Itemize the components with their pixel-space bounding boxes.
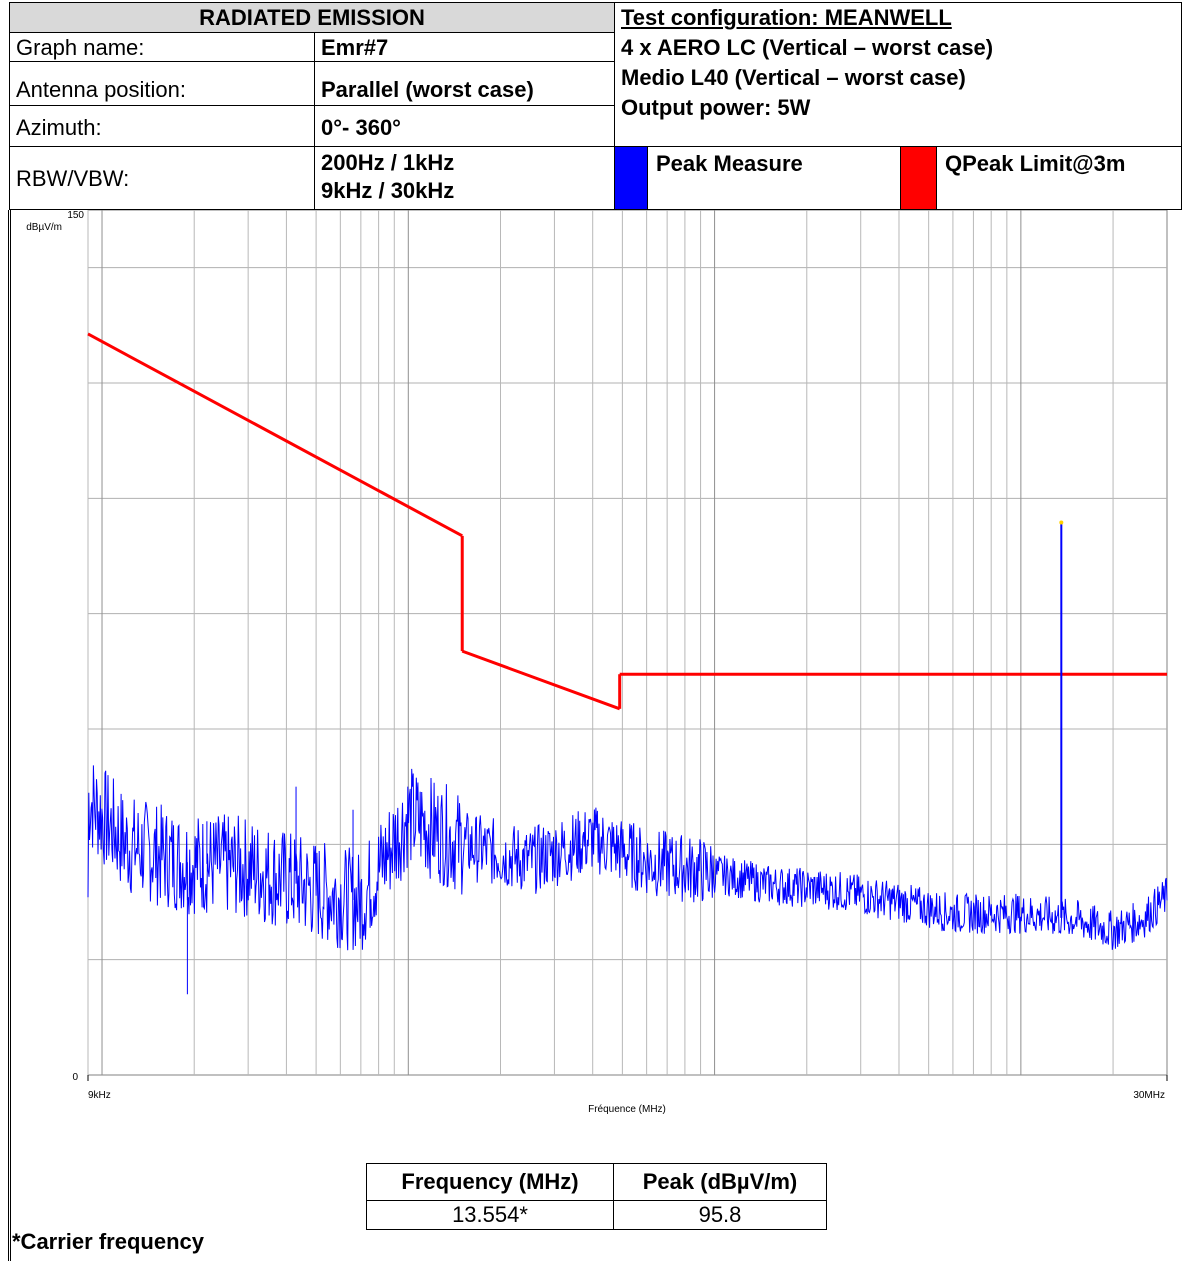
limit-line <box>87 332 1167 711</box>
rbw-vbw-value-line-2: 9kHz / 30kHz <box>321 178 455 203</box>
rbw-vbw-label: RBW/VBW: <box>9 146 315 210</box>
graph-name-value: Emr#7 <box>314 32 615 62</box>
test-configuration-line-1: 4 x AERO LC (Vertical – worst case) <box>621 35 994 60</box>
chart-grid <box>87 210 1168 1081</box>
emission-chart: 150 dBµV/m 0 9kHz 30MHz Fréquence (MHz) <box>26 210 1168 1115</box>
report-frame-border <box>8 210 1182 1261</box>
test-configuration-line-2: Medio L40 (Vertical – worst case) <box>621 65 966 90</box>
y-tick-top: 150 <box>67 210 84 221</box>
y-tick-bottom: 0 <box>72 1072 78 1083</box>
footnote: *Carrier frequency <box>12 1229 204 1254</box>
legend-swatch-peak <box>614 146 648 210</box>
test-configuration: Test configuration: MEANWELL 4 x AERO LC… <box>614 2 1182 147</box>
x-axis-label: Fréquence (MHz) <box>588 1104 666 1115</box>
azimuth-label: Azimuth: <box>9 105 315 147</box>
antenna-position-label: Antenna position: <box>9 61 315 106</box>
rbw-vbw-value: 200Hz / 1kHz 9kHz / 30kHz <box>314 146 615 210</box>
peak-table-header-frequency: Frequency (MHz) <box>366 1163 614 1201</box>
plot-area-border <box>87 210 1168 1076</box>
limit-segment <box>87 332 463 538</box>
graph-name-label: Graph name: <box>9 32 315 62</box>
legend-label-limit: QPeak Limit@3m <box>936 146 1182 210</box>
test-configuration-title: Test configuration: MEANWELL <box>621 5 952 30</box>
test-configuration-line-3: Output power: 5W <box>621 95 811 120</box>
carrier-peak-marker <box>1059 520 1064 525</box>
peak-table-peak-value: 95.8 <box>613 1200 827 1230</box>
peak-table-header: Frequency (MHz) Peak (dBµV/m) <box>366 1163 827 1201</box>
x-tick-left: 9kHz <box>88 1090 111 1101</box>
legend-label-peak: Peak Measure <box>647 146 901 210</box>
limit-segment <box>461 649 621 711</box>
azimuth-value: 0°- 360° <box>314 105 615 147</box>
y-axis-unit: dBµV/m <box>26 222 62 233</box>
peak-table-frequency-value: 13.554* <box>366 1200 614 1230</box>
x-tick-right: 30MHz <box>1133 1090 1165 1101</box>
peak-measure-trace <box>87 520 1168 995</box>
table-row: 13.554* 95.8 <box>366 1200 827 1230</box>
peak-table-header-peak: Peak (dBµV/m) <box>613 1163 827 1201</box>
peak-trace-line <box>87 765 1168 951</box>
peak-table: Frequency (MHz) Peak (dBµV/m) 13.554* 95… <box>366 1163 827 1230</box>
legend-swatch-limit <box>900 146 937 210</box>
rbw-vbw-value-line-1: 200Hz / 1kHz <box>321 150 455 175</box>
report-title: RADIATED EMISSION <box>9 2 615 33</box>
antenna-position-value: Parallel (worst case) <box>314 61 615 106</box>
